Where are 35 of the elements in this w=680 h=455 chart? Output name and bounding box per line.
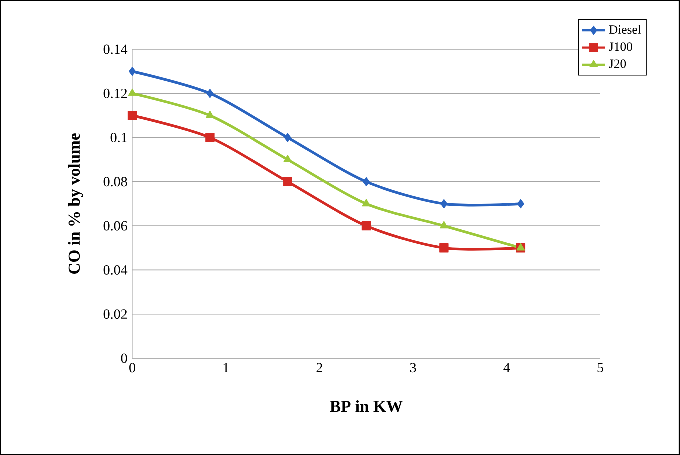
legend-label: Diesel — [609, 25, 642, 34]
y-tick-label: 0.14 — [104, 44, 128, 54]
legend-label: J100 — [609, 42, 632, 52]
point — [362, 199, 371, 207]
x-axis-title: BP in KW — [330, 400, 403, 412]
point — [440, 244, 449, 253]
point — [128, 111, 138, 120]
y-tick-label: 0.02 — [104, 310, 128, 320]
point — [128, 88, 137, 96]
point — [128, 66, 136, 76]
point — [284, 154, 292, 162]
x-tick-label: 0 — [130, 363, 136, 373]
x-tick-label: 3 — [410, 363, 416, 373]
y-tick-label: 0.04 — [104, 265, 128, 275]
point — [206, 89, 214, 98]
point — [440, 221, 448, 229]
y-tick-label: 0.1 — [110, 133, 127, 143]
y-tick-label: 0 — [121, 354, 128, 364]
point — [283, 177, 292, 187]
x-tick-label: 1 — [224, 363, 229, 372]
point — [517, 199, 524, 209]
y-tick-label: 0.08 — [104, 177, 128, 187]
x-tick-label: 5 — [598, 363, 604, 373]
point — [362, 221, 372, 231]
point — [206, 133, 215, 142]
x-tick-label: 4 — [504, 363, 510, 372]
point — [362, 177, 370, 187]
y-axis-title: CO in % by volume — [68, 134, 84, 274]
y-tick-label: 0.12 — [104, 88, 128, 98]
point — [206, 110, 214, 118]
x-tick-label: 2 — [316, 363, 322, 372]
legend-label: J20 — [609, 60, 626, 68]
y-tick-label: 0.06 — [104, 221, 128, 231]
point — [440, 199, 448, 209]
point — [284, 133, 292, 142]
